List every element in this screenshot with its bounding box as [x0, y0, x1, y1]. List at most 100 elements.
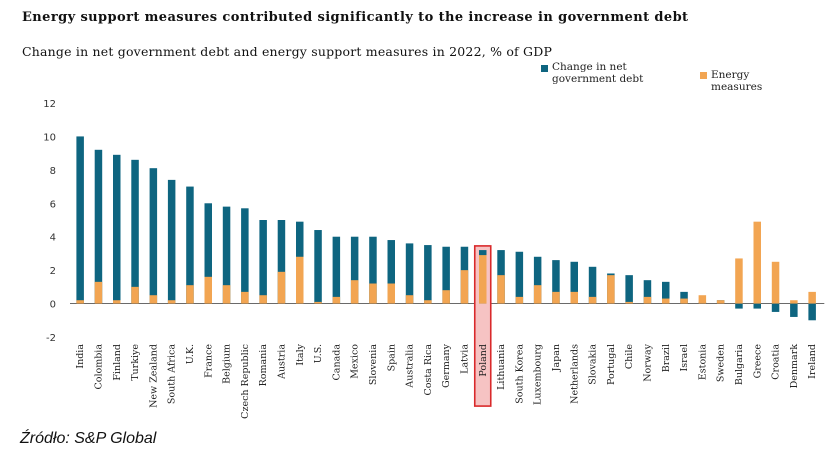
category-label: U.S.	[313, 344, 324, 363]
bar-debt-2	[113, 154, 121, 304]
category-label: Ireland	[807, 344, 818, 379]
legend-swatch-energy	[700, 72, 707, 79]
bar-energy-8	[222, 285, 231, 304]
bar-energy-13	[314, 301, 322, 304]
bar-energy-5	[167, 300, 176, 304]
bar-energy-37	[753, 221, 761, 304]
category-label: South Africa	[167, 344, 178, 404]
category-label: Belgium	[222, 344, 233, 384]
bar-debt-13	[314, 230, 322, 304]
bar-energy-2	[113, 300, 121, 304]
bar-debt-40	[808, 303, 816, 321]
bar-debt-5	[167, 179, 176, 304]
bar-energy-25	[533, 285, 542, 304]
category-label: Slovakia	[588, 344, 599, 385]
bar-chart: -2 0 2 4 6 8 10 12 India Colombia Finland Turkiye Ne…	[43, 99, 825, 419]
bar-debt-6	[186, 186, 194, 304]
bar-energy-40	[808, 291, 816, 304]
category-label: Croatia	[771, 344, 782, 380]
category-label: Greece	[752, 344, 763, 379]
category-label: Costa Rica	[423, 344, 434, 396]
bar-debt-10	[259, 220, 267, 304]
category-label: Slovenia	[368, 344, 379, 385]
y-tick-label: 0	[50, 300, 56, 311]
bar-energy-0	[76, 300, 84, 304]
bar-debt-1	[94, 149, 103, 304]
bar-energy-21	[460, 270, 469, 304]
bar-debt-11	[277, 220, 286, 304]
bar-energy-36	[735, 258, 743, 304]
category-label: New Zealand	[148, 344, 159, 408]
category-label: Estonia	[697, 344, 708, 381]
category-label: Mexico	[350, 344, 361, 379]
bar-energy-29	[607, 275, 615, 304]
y-tick-label: -2	[46, 333, 56, 344]
category-label: U.K.	[185, 344, 196, 364]
highlight-box-poland	[473, 245, 492, 407]
bar-energy-4	[149, 295, 158, 304]
bar-energy-20	[442, 290, 450, 304]
category-label: Bulgaria	[734, 344, 745, 385]
bar-energy-10	[259, 295, 267, 304]
bar-energy-23	[497, 275, 505, 304]
bar-energy-26	[552, 291, 560, 304]
category-label: Portugal	[606, 344, 617, 385]
legend-label-debt: Change in net government debt	[552, 61, 644, 85]
category-label: Italy	[295, 343, 306, 365]
bar-energy-12	[296, 256, 304, 304]
legend-swatch-debt	[541, 65, 548, 72]
category-label: Austria	[276, 344, 287, 380]
y-tick-label: 2	[50, 266, 56, 277]
bar-debt-31	[643, 280, 652, 304]
bar-debt-9	[241, 208, 249, 304]
bar-energy-11	[277, 271, 286, 304]
bar-debt-17	[387, 240, 395, 304]
bar-energy-35	[716, 300, 725, 304]
category-label: Luxembourg	[533, 344, 544, 405]
category-label: Finland	[112, 344, 123, 381]
bar-energy-3	[131, 286, 139, 304]
bar-debt-0	[76, 136, 84, 304]
y-tick-label: 12	[43, 99, 56, 110]
bar-debt-3	[131, 159, 139, 304]
bar-debt-26	[552, 260, 560, 304]
bar-energy-18	[405, 295, 414, 304]
bar-debt-39	[790, 303, 798, 317]
bar-debt-27	[570, 261, 578, 304]
bar-energy-32	[662, 298, 670, 304]
bar-debt-7	[204, 203, 212, 304]
bar-debt-25	[533, 256, 542, 304]
category-label: France	[203, 344, 214, 378]
category-label: Chile	[624, 344, 635, 369]
category-label: Australia	[405, 344, 416, 389]
category-label: Poland	[478, 344, 489, 377]
category-label: Germany	[441, 343, 452, 388]
bar-energy-31	[643, 296, 652, 304]
bar-debt-32	[662, 281, 670, 304]
category-label: India	[75, 344, 86, 369]
y-tick-label: 10	[43, 132, 56, 143]
bar-debt-20	[442, 246, 450, 304]
category-label: Sweden	[716, 344, 727, 382]
bar-debt-14	[332, 236, 341, 304]
y-tick-label: 6	[50, 199, 56, 210]
category-label: Japan	[551, 344, 562, 372]
bar-debt-30	[625, 275, 633, 304]
bar-debt-37	[753, 303, 761, 309]
bar-debt-4	[149, 168, 158, 304]
bar-debt-33	[680, 291, 688, 304]
bar-energy-1	[94, 281, 103, 304]
source-note: Źródło: S&P Global	[20, 430, 157, 447]
bar-energy-24	[515, 296, 524, 304]
bar-energy-30	[625, 301, 633, 304]
category-label: Netherlands	[569, 344, 580, 404]
category-label: Turkiye	[130, 344, 141, 381]
chart-title: Energy support measures contributed sign…	[22, 10, 689, 25]
bar-energy-14	[332, 296, 341, 304]
category-label: Czech Republic	[240, 344, 251, 419]
bar-debt-15	[350, 236, 359, 304]
category-label: Denmark	[789, 344, 800, 389]
bar-debt-38	[771, 303, 780, 312]
bar-debt-8	[222, 206, 231, 304]
bar-energy-27	[570, 291, 578, 304]
